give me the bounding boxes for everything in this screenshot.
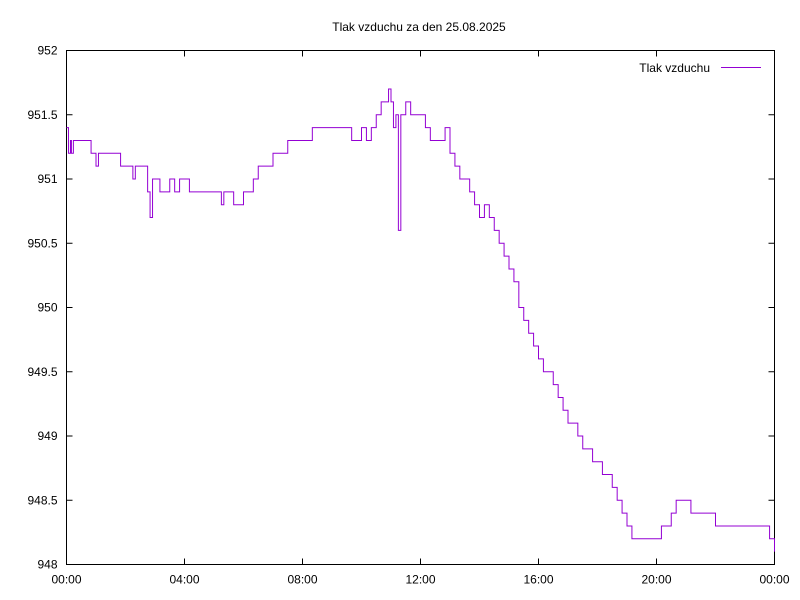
y-tick-label: 951 <box>37 172 57 186</box>
y-tick-label: 952 <box>37 44 57 58</box>
y-tick-label: 948.5 <box>27 493 57 507</box>
x-tick-label: 00:00 <box>759 573 789 587</box>
plot-frame <box>66 50 775 565</box>
x-tick-label: 00:00 <box>51 573 81 587</box>
y-axis: 948 948.5 949 949.5 950 950.5 951 951.5 952 <box>27 44 775 572</box>
legend-label: Tlak vzduchu <box>639 61 710 75</box>
y-tick-label: 950.5 <box>27 236 57 250</box>
y-tick-label: 951.5 <box>27 108 57 122</box>
y-tick-label: 950 <box>37 301 57 315</box>
x-axis: 00:00 04:00 08:00 12:00 16:00 20:00 00:00 <box>51 50 790 587</box>
chart-title: Tlak vzduchu za den 25.08.2025 <box>332 20 506 34</box>
x-tick-label: 08:00 <box>287 573 317 587</box>
y-tick-label: 949.5 <box>27 365 57 379</box>
series-layer <box>66 88 775 552</box>
series-line-tlak-vzduchu <box>66 88 775 552</box>
y-tick-label: 948 <box>37 558 57 572</box>
x-tick-label: 20:00 <box>641 573 671 587</box>
x-tick-label: 12:00 <box>405 573 435 587</box>
x-tick-label: 16:00 <box>523 573 553 587</box>
y-tick-label: 949 <box>37 429 57 443</box>
legend: Tlak vzduchu <box>639 61 761 75</box>
x-tick-label: 04:00 <box>169 573 199 587</box>
